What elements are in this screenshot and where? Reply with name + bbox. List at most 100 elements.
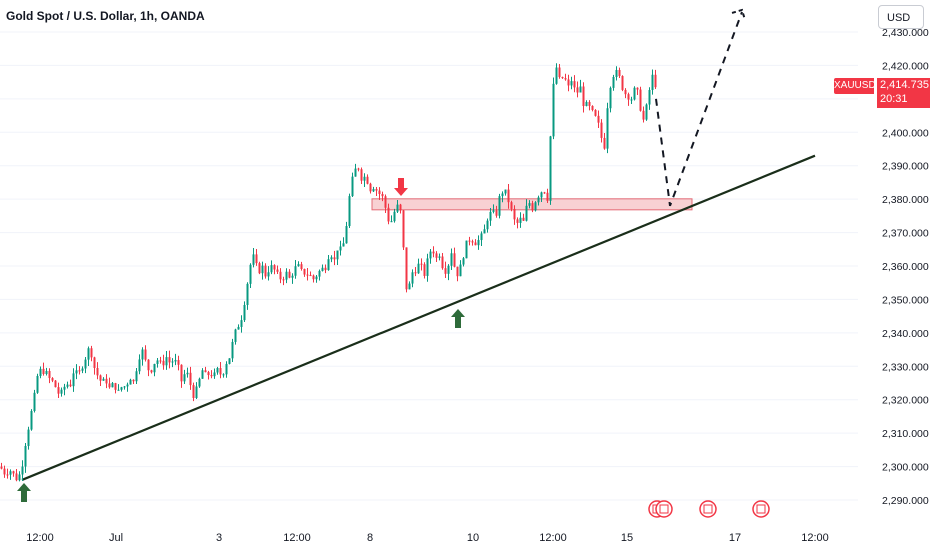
candle-body [552,83,555,137]
candle-body [204,370,207,373]
time-tick-label: 15 [621,532,633,544]
price-tick-label: 2,370.000 [882,228,929,240]
candle-body [624,89,627,95]
candle-body [171,361,174,363]
candle-body [30,410,33,430]
candle-body [159,360,162,362]
candle-body [396,204,399,212]
candle-body [390,221,393,223]
currency-button[interactable]: USD [878,5,924,29]
candle-body [141,349,144,360]
candle-body [549,136,552,201]
candle-body [438,256,441,258]
candle-body [405,247,408,290]
candle-body [585,101,588,107]
price-tick-label: 2,300.000 [882,462,929,474]
candle-body [69,384,72,387]
candle-body [153,363,156,373]
candle-body [96,367,99,376]
candle-body [606,108,609,149]
candle-body [36,375,39,393]
candle-body [366,176,369,184]
price-tick-label: 2,310.000 [882,428,929,440]
time-axis[interactable]: 12:00 Jul 3 12:00 8 10 12:00 15 17 12:00 [26,532,829,544]
candle-body [294,266,297,276]
candle-body [645,104,648,120]
candle-body [324,267,327,271]
candle-body [0,466,3,469]
event-markers [648,500,770,518]
candle-body [441,256,444,269]
candle-body [333,257,336,260]
candle-body [429,251,432,259]
candle-body [354,168,357,177]
candle-body [588,101,591,106]
candle-body [492,210,495,212]
candle-body [63,386,66,390]
candle-body [474,242,477,246]
candle-body [357,168,360,170]
candle-body [78,370,81,372]
candle-body [573,81,576,88]
candle-body [450,253,453,266]
price-tick-label: 2,380.000 [882,194,929,206]
candle-body [45,370,48,374]
candle-body [87,348,90,360]
candle-body [642,110,645,120]
sell-signal-arrow [394,178,408,196]
candle-body [312,275,315,280]
candle-body [15,473,18,481]
candle-body [264,265,267,277]
candle-body [75,370,78,374]
candle-body [282,279,285,281]
candle-body [423,264,426,276]
price-tag-value: 2,414.735 20:31 [877,78,930,108]
candle-body [135,371,138,382]
candle-body [486,220,489,230]
candle-body [111,383,114,388]
candle-body [297,264,300,267]
candle-body [246,283,249,305]
candle-body [384,196,387,208]
candle-body [387,207,390,222]
candle-body [213,372,216,377]
candle-body [519,217,522,223]
candle-body [576,87,579,93]
candle-body [117,389,120,391]
chart-title: Gold Spot / U.S. Dollar, 1h, OANDA [6,9,205,23]
candle-body [651,74,654,91]
candle-body [570,81,573,86]
candle-body [231,341,234,359]
candle-body [225,363,228,375]
candle-body [291,275,294,278]
projection-path [655,11,743,207]
candle-body [414,272,417,274]
economic-event-icon [699,500,717,518]
candle-body [648,90,651,105]
candle-body [273,265,276,270]
candle-body [381,194,384,197]
candle-body [597,115,600,123]
candle-body [591,105,594,110]
time-tick-label: 12:00 [283,532,311,544]
candle-body [60,389,63,394]
candle-body [108,383,111,388]
candle-body [534,202,537,211]
candle-body [471,241,474,243]
candles [0,63,657,482]
candle-body [516,219,519,223]
candle-body [42,368,45,374]
candle-body [504,189,507,194]
candle-body [636,87,639,90]
flag-icon [703,504,713,514]
candle-body [120,387,123,390]
time-tick-label: 3 [216,532,222,544]
candle-body [105,378,108,384]
candle-body [540,192,543,198]
candle-body [18,474,21,481]
candle-body [255,254,258,264]
candle-body [48,370,51,379]
price-tick-label: 2,420.000 [882,60,929,72]
candle-body [594,109,597,116]
